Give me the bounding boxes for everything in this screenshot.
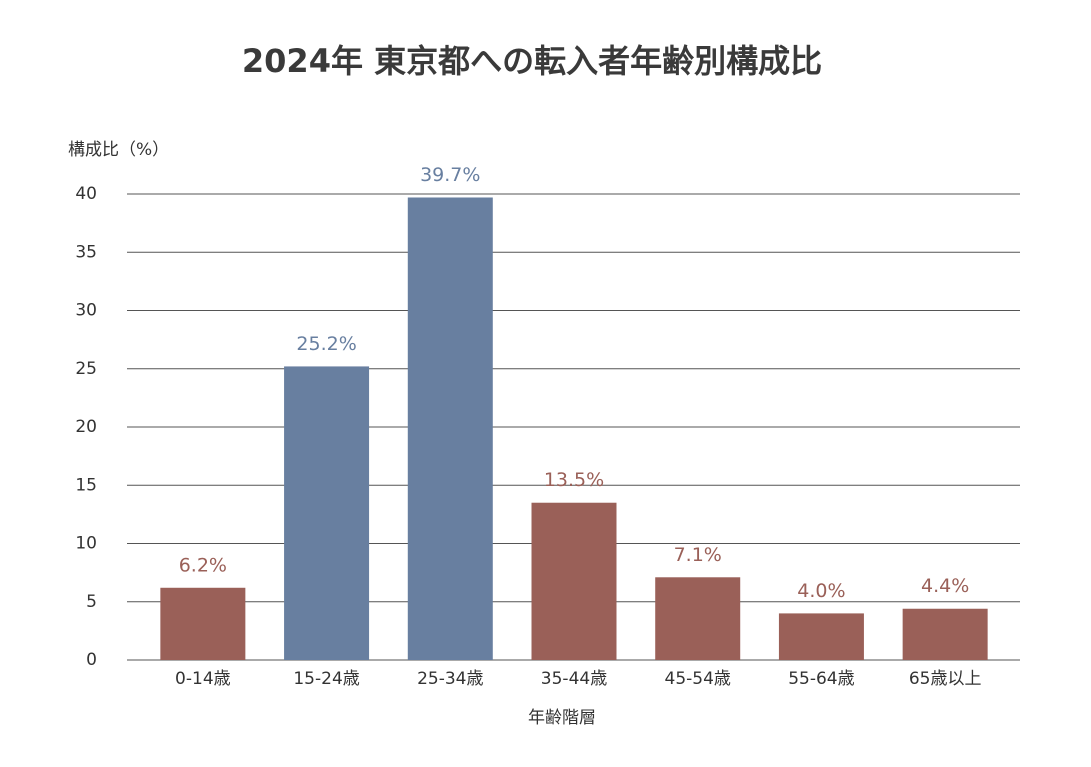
value-label: 13.5%: [544, 469, 604, 491]
y-tick-label: 30: [75, 301, 97, 321]
chart-title: 2024年 東京都への転入者年齢別構成比: [242, 42, 822, 80]
bar: [778, 613, 864, 660]
value-label: 7.1%: [674, 544, 722, 566]
y-tick-label: 5: [86, 592, 97, 612]
value-label: 4.0%: [797, 580, 845, 602]
y-axis-title: 構成比（%）: [68, 140, 169, 160]
bar: [902, 608, 988, 660]
bar: [284, 366, 370, 660]
bar: [160, 587, 246, 660]
x-tick-label: 35-44歳: [541, 669, 607, 689]
x-tick-label: 15-24歳: [293, 669, 359, 689]
y-tick-label: 35: [75, 242, 97, 262]
y-tick-label: 40: [75, 184, 97, 204]
x-tick-label: 55-64歳: [788, 669, 854, 689]
x-tick-label: 45-54歳: [665, 669, 731, 689]
y-tick-label: 15: [75, 475, 97, 495]
y-tick-label: 10: [75, 534, 97, 554]
x-tick-label: 25-34歳: [417, 669, 483, 689]
x-tick-label: 0-14歳: [175, 669, 231, 689]
bar: [407, 197, 493, 660]
value-label: 39.7%: [420, 164, 480, 186]
value-label: 6.2%: [179, 554, 227, 576]
y-tick-label: 0: [86, 650, 97, 670]
bar: [531, 502, 617, 660]
y-tick-label: 20: [75, 417, 97, 437]
bar: [655, 577, 741, 660]
value-label: 25.2%: [296, 333, 356, 355]
y-tick-label: 25: [75, 359, 97, 379]
x-tick-label: 65歳以上: [909, 669, 982, 689]
value-label: 4.4%: [921, 575, 969, 597]
x-axis-title: 年齢階層: [528, 708, 596, 728]
